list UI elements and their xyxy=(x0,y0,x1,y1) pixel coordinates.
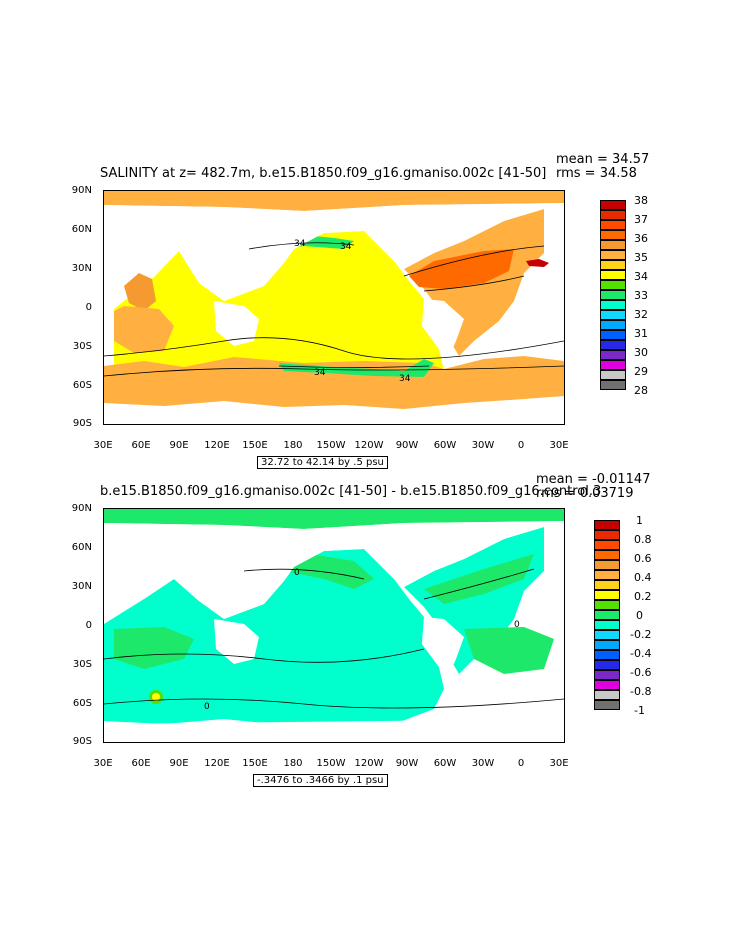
lon-label: 150E xyxy=(242,440,268,451)
lon-label: 30W xyxy=(471,758,495,769)
difference-map: 0 0 0 xyxy=(103,508,565,743)
lat-label: 0 xyxy=(85,620,92,631)
contour-label: 0 xyxy=(514,620,520,630)
colorbar-label: 30 xyxy=(634,346,648,359)
colorbar-label: -1 xyxy=(634,704,645,717)
panel-title: SALINITY at z= 482.7m, b.e15.B1850.f09_g… xyxy=(100,166,547,181)
panel-title: b.e15.B1850.f09_g16.gmaniso.002c [41-50]… xyxy=(100,484,602,499)
difference-panel: b.e15.B1850.f09_g16.gmaniso.002c [41-50]… xyxy=(0,468,733,787)
lon-label: 0 xyxy=(517,758,525,769)
lat-label: 60S xyxy=(72,698,92,709)
lat-label: 30N xyxy=(71,581,92,592)
colorbar-label: 0.4 xyxy=(634,571,652,584)
colorbar-label: -0.6 xyxy=(630,666,652,679)
lon-label: 150W xyxy=(316,440,346,451)
contour-label: 34 xyxy=(340,242,352,252)
lon-label: 60E xyxy=(131,758,151,769)
lon-label: 30W xyxy=(471,440,495,451)
lon-label: 30E xyxy=(549,440,569,451)
lon-label: 90E xyxy=(169,440,189,451)
lon-label: 120W xyxy=(354,440,384,451)
lon-label: 90W xyxy=(395,758,419,769)
lon-label: 60W xyxy=(433,758,457,769)
colorbar-label: 0 xyxy=(636,609,643,622)
lon-label: 90E xyxy=(169,758,189,769)
mean-stat: mean = -0.01147 xyxy=(536,472,651,487)
colorbar-label: 31 xyxy=(634,327,648,340)
lat-label: 90S xyxy=(72,418,92,429)
map-canvas: 34 34 34 34 xyxy=(104,191,564,409)
lat-label: 60S xyxy=(72,380,92,391)
lon-label: 150W xyxy=(316,758,346,769)
contour-label: 34 xyxy=(399,374,411,384)
contour-label: 34 xyxy=(314,368,326,378)
colorbar-label: -0.8 xyxy=(630,685,652,698)
colorbar-label: 37 xyxy=(634,213,648,226)
map-canvas: 0 0 0 xyxy=(104,509,564,742)
lat-label: 90N xyxy=(71,503,92,514)
lon-label: 120E xyxy=(204,758,230,769)
lon-label: 150E xyxy=(242,758,268,769)
lat-label: 30N xyxy=(71,263,92,274)
lon-label: 60W xyxy=(433,440,457,451)
contour-label: 34 xyxy=(294,239,306,249)
colorbar-label: 0.8 xyxy=(634,533,652,546)
lon-label: 180 xyxy=(283,440,303,451)
colorbar-label: 1 xyxy=(636,514,643,527)
colorbar-label: 38 xyxy=(634,194,648,207)
colorbar-label: 32 xyxy=(634,308,648,321)
lat-label: 0 xyxy=(85,302,92,313)
salinity-map: 34 34 34 34 xyxy=(103,190,565,425)
lat-label: 60N xyxy=(71,224,92,235)
colorbar-label: 29 xyxy=(634,365,648,378)
colorbar-label: 28 xyxy=(634,384,648,397)
lon-label: 120E xyxy=(204,440,230,451)
range-label: 32.72 to 42.14 by .5 psu xyxy=(257,456,388,469)
colorbar-label: -0.2 xyxy=(630,628,652,641)
lat-label: 90N xyxy=(71,185,92,196)
colorbar-label: 36 xyxy=(634,232,648,245)
colorbar-label: 0.6 xyxy=(634,552,652,565)
colorbar-label: -0.4 xyxy=(630,647,652,660)
lon-label: 120W xyxy=(354,758,384,769)
rms-stat: rms = 0.03719 xyxy=(536,486,634,501)
contour-label: 0 xyxy=(294,568,300,578)
rms-stat: rms = 34.58 xyxy=(556,166,637,181)
colorbar-label: 33 xyxy=(634,289,648,302)
colorbar-label: 34 xyxy=(634,270,648,283)
colorbar-label: 35 xyxy=(634,251,648,264)
lon-label: 90W xyxy=(395,440,419,451)
salinity-panel: SALINITY at z= 482.7m, b.e15.B1850.f09_g… xyxy=(0,150,733,469)
lon-label: 0 xyxy=(517,440,525,451)
lat-label: 30S xyxy=(72,341,92,352)
mean-stat: mean = 34.57 xyxy=(556,152,650,167)
lat-label: 30S xyxy=(72,659,92,670)
lon-label: 30E xyxy=(93,440,113,451)
lon-label: 30E xyxy=(549,758,569,769)
lat-label: 60N xyxy=(71,542,92,553)
range-label: -.3476 to .3466 by .1 psu xyxy=(253,774,388,787)
lon-label: 180 xyxy=(283,758,303,769)
lon-label: 60E xyxy=(131,440,151,451)
lon-label: 30E xyxy=(93,758,113,769)
contour-label: 0 xyxy=(204,702,210,712)
lat-label: 90S xyxy=(72,736,92,747)
colorbar-label: 0.2 xyxy=(634,590,652,603)
